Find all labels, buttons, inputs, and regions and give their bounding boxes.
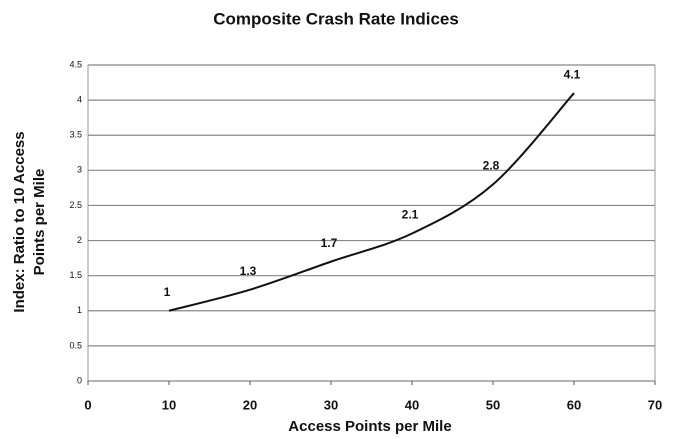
x-tick-label: 50 bbox=[486, 397, 500, 412]
x-tick-label: 60 bbox=[567, 397, 581, 412]
x-axis-label: Access Points per Mile bbox=[288, 418, 451, 435]
x-tick-label: 70 bbox=[648, 397, 662, 412]
y-axis-label: Points per Mile bbox=[31, 169, 48, 276]
y-tick-label: 3 bbox=[77, 165, 82, 175]
y-tick-label: 3.5 bbox=[69, 130, 82, 140]
chart-title: Composite Crash Rate Indices bbox=[213, 9, 459, 28]
x-tick-label: 10 bbox=[162, 397, 176, 412]
data-label: 1.7 bbox=[321, 236, 338, 250]
data-label: 1 bbox=[164, 285, 171, 299]
plot-area bbox=[87, 64, 656, 382]
data-label: 1.3 bbox=[240, 264, 257, 278]
y-tick-label: 2.5 bbox=[69, 200, 82, 210]
x-tick-label: 0 bbox=[84, 397, 91, 412]
line bbox=[168, 92, 575, 312]
data-label: 4.1 bbox=[564, 67, 581, 81]
y-tick-label: 4.5 bbox=[69, 59, 82, 69]
data-label: 2.8 bbox=[483, 159, 500, 173]
y-axis-label: Index: Ratio to 10 Access bbox=[11, 131, 28, 312]
y-tick-label: 1 bbox=[77, 305, 82, 315]
y-tick-label: 2 bbox=[77, 235, 82, 245]
x-tick-label: 30 bbox=[324, 397, 338, 412]
x-tick-label: 40 bbox=[405, 397, 419, 412]
x-tick-label: 20 bbox=[243, 397, 257, 412]
data-label: 2.1 bbox=[402, 208, 419, 222]
y-tick-label: 4 bbox=[77, 94, 82, 104]
y-tick-label: 1.5 bbox=[69, 270, 82, 280]
y-tick-label: 0 bbox=[77, 375, 82, 385]
y-tick-label: 0.5 bbox=[69, 340, 82, 350]
